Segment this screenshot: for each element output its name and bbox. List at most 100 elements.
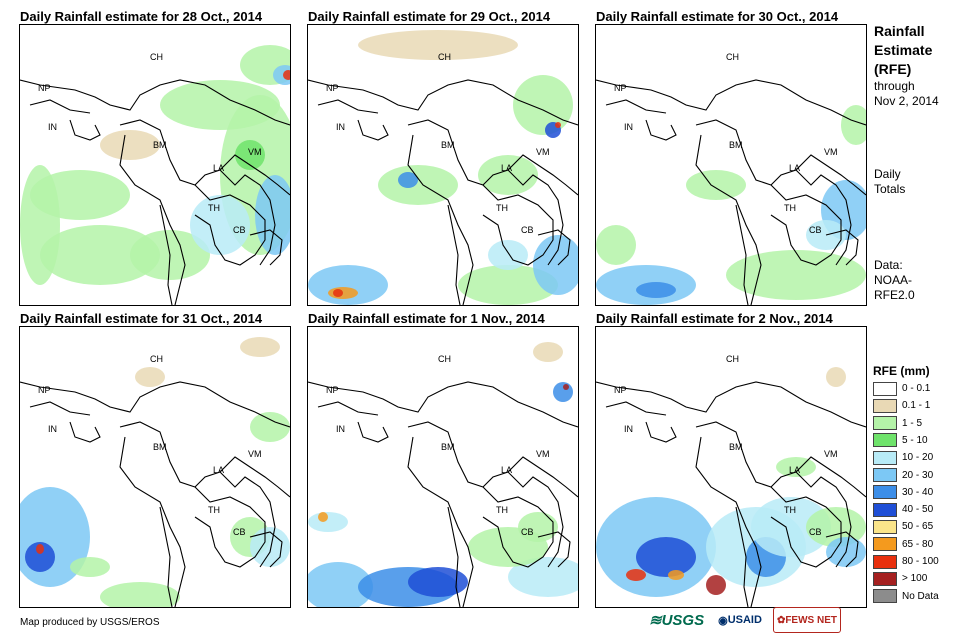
country-border [219,471,276,568]
rainfall-area [408,567,468,597]
country-label-in: IN [624,424,633,434]
country-label-cb: CB [521,225,534,235]
sidebar-data-source1: NOAA- [874,273,913,287]
usgs-logo: ≋ USGS [649,611,705,630]
rainfall-area [250,527,290,567]
country-label-th: TH [208,203,220,213]
legend-item: 50 - 65 [873,518,933,535]
rainfall-area [70,557,110,577]
legend-item: 20 - 30 [873,467,933,484]
sidebar-through: through [874,79,915,93]
legend-swatch [873,433,897,448]
usaid-logo: ◉ USAID [718,614,762,627]
country-border [119,119,290,196]
legend-label: No Data [902,590,939,602]
rainfall-area [668,570,684,580]
country-border [735,506,749,607]
sidebar-data-source: Data: NOAA- RFE2.0 [874,258,915,303]
map-panel-6: CH NP IN BM LA VM TH CB [595,326,867,608]
legend-swatch [873,571,897,586]
rainfall-area [555,122,561,128]
rainfall-area [20,165,60,285]
country-border [119,436,186,607]
country-label-la: LA [789,163,801,173]
country-border [605,401,667,416]
sidebar-data-label: Data: [874,258,903,272]
legend-item: 40 - 50 [873,501,933,518]
country-border [20,79,290,126]
rainfall-area [508,557,578,597]
country-border [695,421,866,498]
legend-label: 1 - 5 [902,417,923,429]
legend-item: 0.1 - 1 [873,397,930,414]
rainfall-area [458,265,558,305]
country-border [482,184,554,266]
legend-swatch [873,537,897,552]
legend-item: No Data [873,588,939,605]
country-label-in: IN [624,122,633,132]
legend-label: 10 - 20 [902,452,934,464]
country-label-np: NP [38,385,51,395]
country-border [407,436,474,607]
legend-swatch [873,398,897,413]
legend-item: 10 - 20 [873,449,933,466]
rainfall-area [726,250,866,300]
country-label-la: LA [213,465,225,475]
rainfall-area [318,512,328,522]
rainfall-area [706,575,726,595]
rainfall-area [553,382,573,402]
rainfall-area [636,537,696,577]
legend-swatch [873,589,897,604]
legend-label: > 100 [902,573,928,585]
country-border [317,99,379,114]
country-label-ch: CH [438,354,451,364]
rainfall-area [100,130,160,160]
country-border [507,169,564,266]
country-border [69,119,101,141]
country-label-vm: VM [248,449,262,459]
rainfall-area [235,140,265,170]
panel-title-6: Daily Rainfall estimate for 2 Nov., 2014 [596,311,833,326]
rainfall-area [40,225,160,285]
country-label-th: TH [496,203,508,213]
country-border [605,99,667,114]
legend-label: 5 - 10 [902,434,928,446]
country-label-la: LA [501,465,513,475]
legend-item: > 100 [873,570,927,587]
rainfall-map-svg [596,367,866,607]
country-border [119,421,290,498]
country-label-ch: CH [726,52,739,62]
legend-item: 1 - 5 [873,415,922,432]
panel-title-2: Daily Rainfall estimate for 29 Oct., 201… [308,9,551,24]
legend-label: 30 - 40 [902,486,934,498]
country-border [447,204,461,305]
sidebar-daily-totals: Daily Totals [874,167,905,197]
country-label-ch: CH [150,354,163,364]
legend-label: 40 - 50 [902,504,934,516]
country-label-th: TH [784,505,796,515]
legend-label: 0.1 - 1 [902,400,931,412]
rainfall-area [596,225,636,265]
country-border [695,134,762,305]
rainfall-area [513,75,573,135]
rainfall-area [273,65,290,85]
legend-swatch [873,502,897,517]
rainfall-area [686,170,746,200]
country-border [249,531,283,568]
country-label-np: NP [614,83,627,93]
country-border [159,204,173,305]
country-border [194,184,266,266]
country-border [645,119,677,141]
country-label-cb: CB [521,527,534,537]
rainfall-area [826,367,846,387]
country-border [357,421,389,443]
country-label-bm: BM [153,140,167,150]
country-border [317,401,379,416]
country-border [825,229,859,266]
rainfall-area [190,195,250,255]
panel-title-3: Daily Rainfall estimate for 30 Oct., 201… [596,9,839,24]
map-panel-1: CH NP IN BM LA VM TH CB [19,24,291,306]
country-border [29,99,91,114]
country-border [537,531,571,568]
usaid-logo-text: USAID [727,614,762,626]
